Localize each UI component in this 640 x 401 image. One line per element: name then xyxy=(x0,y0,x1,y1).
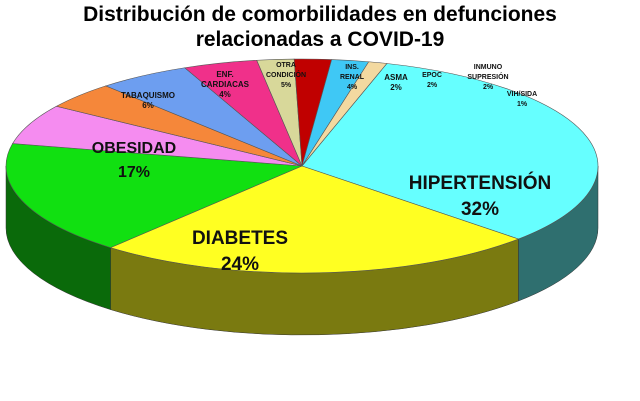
slice-pct-label-9: 2% xyxy=(483,84,494,91)
slice-label-6-line-0: INS. xyxy=(345,64,359,71)
slice-pct-label-0: 32% xyxy=(461,199,499,220)
pie-slices xyxy=(5,58,599,274)
slice-label-2: OBESIDAD xyxy=(92,140,176,157)
slice-pct-label-2: 17% xyxy=(118,164,150,181)
slice-pct-label-6: 4% xyxy=(347,84,358,91)
pie-labels: HIPERTENSIÓN 32% DIABETES 24% OBESIDAD 17% TAB… xyxy=(92,62,551,275)
slice-label-5-line-1: CONDICIÓN xyxy=(266,70,306,79)
slice-label-1: DIABETES xyxy=(192,228,288,249)
slice-pct-label-5: 5% xyxy=(281,82,292,89)
slice-label-4-line-1: CARDIACAS xyxy=(201,80,250,89)
chart-title-line-2: relacionadas a COVID-19 xyxy=(195,28,445,51)
slice-pct-label-1: 24% xyxy=(221,254,259,275)
slice-pct-label-8: 2% xyxy=(427,82,438,89)
slice-label-8: EPOC xyxy=(422,72,442,79)
pie-slice-diabetes xyxy=(109,165,520,274)
slice-label-7: ASMA xyxy=(384,73,408,82)
slice-label-0: HIPERTENSIÓN xyxy=(409,172,552,194)
slice-label-3: TABAQUISMO xyxy=(121,91,175,100)
pie-slice-hipertensi-n xyxy=(301,63,599,240)
pie-slice-vih-sida xyxy=(301,61,388,167)
slice-label-9-line-1: SUPRESIÓN xyxy=(467,72,508,81)
slice-label-9-line-0: INMUNO xyxy=(474,64,503,71)
slice-pct-label-7: 2% xyxy=(390,83,402,92)
chart-title-line-1: Distribución de comorbilidades en defunc… xyxy=(83,3,557,26)
slice-label-10: VIH/SIDA xyxy=(507,91,537,98)
slice-pct-label-3: 6% xyxy=(142,101,154,110)
slice-label-5-line-0: OTRA xyxy=(276,62,296,69)
slice-label-6-line-1: RENAL xyxy=(340,74,365,81)
slice-pct-label-4: 4% xyxy=(219,90,231,99)
slice-pct-label-10: 1% xyxy=(517,101,528,108)
pie-slice-obesidad xyxy=(5,143,303,248)
slice-label-4-line-0: ENF. xyxy=(216,70,233,79)
chart-title: Distribución de comorbilidades en defunc… xyxy=(0,2,640,52)
